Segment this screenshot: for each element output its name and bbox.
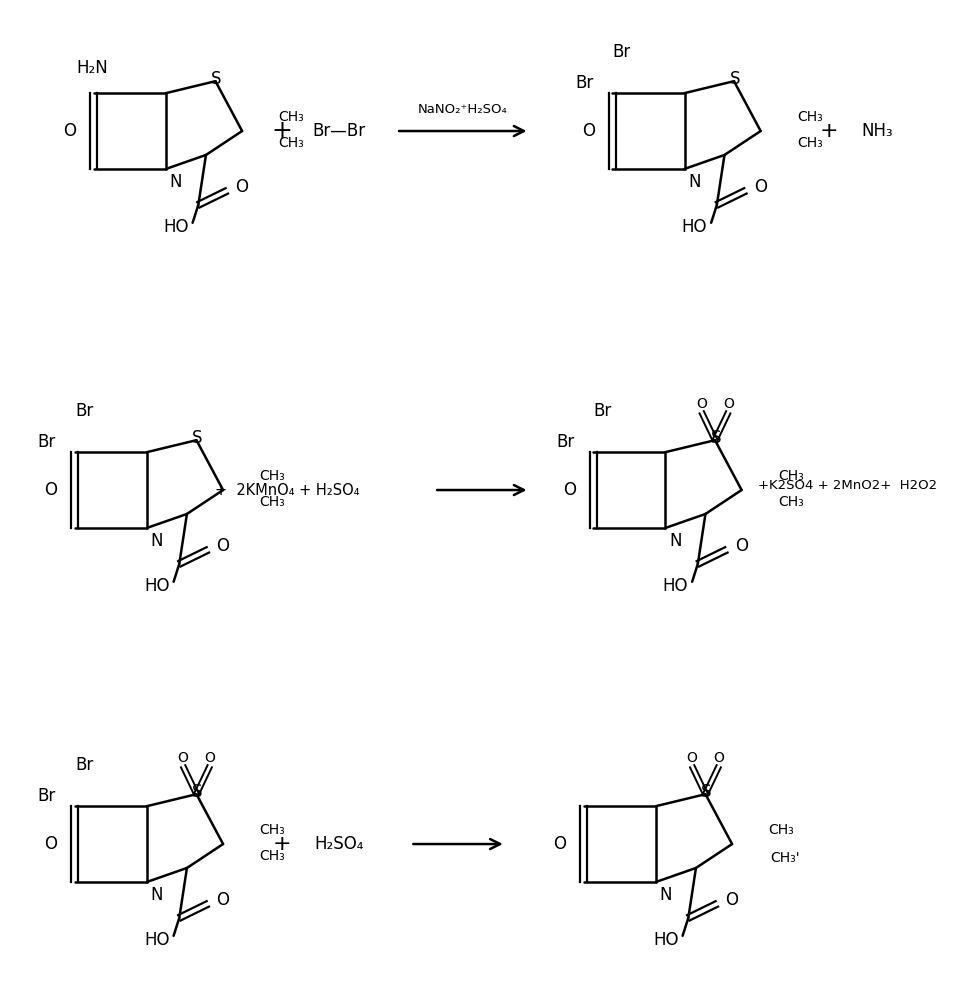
Text: O: O: [204, 751, 215, 765]
Text: Br: Br: [612, 43, 631, 61]
Text: N: N: [670, 532, 682, 550]
Text: N: N: [151, 532, 163, 550]
Text: N: N: [688, 173, 701, 191]
Text: HO: HO: [144, 577, 170, 595]
Text: Br: Br: [38, 433, 55, 451]
Text: Br—Br: Br—Br: [313, 122, 365, 140]
Text: Br: Br: [594, 402, 611, 420]
Text: O: O: [553, 835, 567, 853]
Text: CH₃: CH₃: [768, 823, 794, 837]
Text: O: O: [45, 835, 57, 853]
Text: HO: HO: [144, 931, 170, 949]
Text: S: S: [211, 70, 222, 88]
Text: S: S: [192, 783, 203, 801]
Text: O: O: [217, 891, 230, 909]
Text: O: O: [582, 122, 595, 140]
Text: O: O: [217, 537, 230, 555]
Text: HO: HO: [682, 218, 707, 236]
Text: Br: Br: [556, 433, 575, 451]
Text: CH₃: CH₃: [260, 823, 285, 837]
Text: +  2KMnO₄ + H₂SO₄: + 2KMnO₄ + H₂SO₄: [214, 483, 359, 498]
Text: O: O: [563, 481, 576, 499]
Text: +K2SO4 + 2MnO2+  H2O2: +K2SO4 + 2MnO2+ H2O2: [758, 479, 937, 492]
Text: O: O: [64, 122, 77, 140]
Text: S: S: [192, 429, 203, 447]
Text: CH₃: CH₃: [260, 469, 285, 483]
Text: O: O: [735, 537, 748, 555]
Text: CH₃: CH₃: [797, 136, 823, 150]
Text: CH₃: CH₃: [778, 469, 803, 483]
Text: +: +: [272, 834, 292, 854]
Text: +: +: [820, 121, 838, 141]
Text: CH₃: CH₃: [797, 110, 823, 124]
Text: S: S: [710, 429, 721, 447]
Text: O: O: [45, 481, 57, 499]
Text: N: N: [151, 886, 163, 904]
Text: O: O: [177, 751, 189, 765]
Text: HO: HO: [164, 218, 189, 236]
Text: CH₃': CH₃': [770, 851, 799, 865]
Text: HO: HO: [663, 577, 688, 595]
Text: O: O: [696, 397, 707, 411]
Text: NaNO₂⁺H₂SO₄: NaNO₂⁺H₂SO₄: [418, 103, 508, 116]
Text: CH₃: CH₃: [260, 495, 285, 509]
Text: H₂SO₄: H₂SO₄: [315, 835, 363, 853]
Text: +: +: [271, 119, 293, 143]
Text: Br: Br: [75, 402, 93, 420]
Text: H₂N: H₂N: [76, 59, 108, 77]
Text: Br: Br: [75, 756, 93, 774]
Text: CH₃: CH₃: [278, 136, 304, 150]
Text: O: O: [754, 178, 767, 196]
Text: Br: Br: [38, 787, 55, 805]
Text: N: N: [170, 173, 182, 191]
Text: CH₃: CH₃: [278, 110, 304, 124]
Text: N: N: [660, 886, 672, 904]
Text: NH₃: NH₃: [860, 122, 892, 140]
Text: CH₃: CH₃: [260, 849, 285, 863]
Text: S: S: [702, 783, 711, 801]
Text: S: S: [730, 70, 740, 88]
Text: O: O: [687, 751, 698, 765]
Text: HO: HO: [653, 931, 679, 949]
Text: O: O: [235, 178, 249, 196]
Text: O: O: [726, 891, 738, 909]
Text: O: O: [713, 751, 724, 765]
Text: Br: Br: [575, 74, 593, 92]
Text: O: O: [723, 397, 734, 411]
Text: CH₃: CH₃: [778, 495, 803, 509]
